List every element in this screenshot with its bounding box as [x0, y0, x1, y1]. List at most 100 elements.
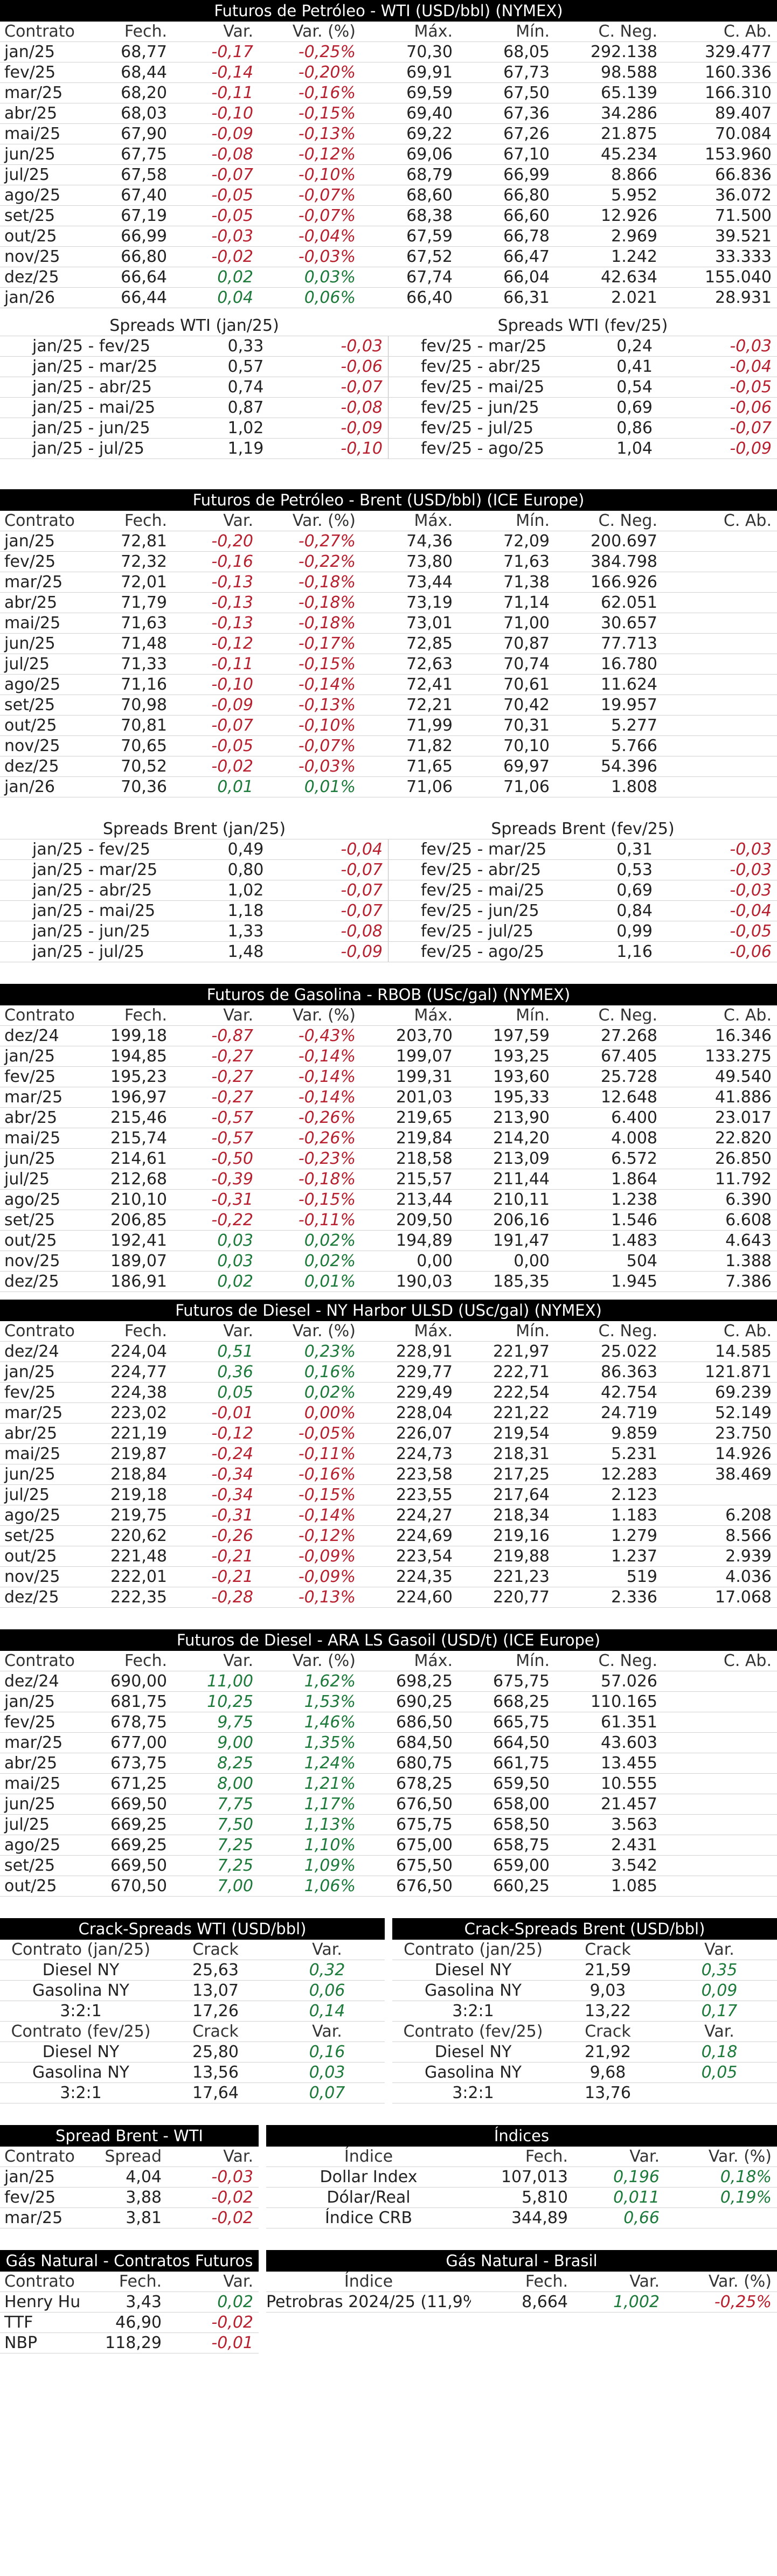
- table-cell: 219,75: [110, 1506, 167, 1525]
- table-row: out/25 221,48 -0,21 -0,09% 223,54 219,88 1.237…: [0, 1546, 777, 1567]
- table-cell: set/25: [4, 1526, 56, 1545]
- table-cell: 218,34: [493, 1506, 550, 1525]
- table-cell: 675,00: [396, 1836, 453, 1855]
- table-cell: 3:2:1: [452, 2084, 494, 2102]
- table-cell: dez/25: [4, 268, 59, 287]
- table-row: nov/25 70,65 -0,05 -0,07% 71,82 70,10 5.766: [0, 736, 777, 756]
- table-cell: 73,19: [406, 593, 453, 612]
- table-cell: 1.483: [611, 1231, 657, 1250]
- table-cell: Henry Hub: [4, 2293, 81, 2311]
- table-cell: abr/25: [4, 104, 58, 123]
- table-cell: 0,66: [623, 2209, 660, 2227]
- ulsd-title: Futuros de Diesel - NY Harbor ULSD (USc/…: [0, 1300, 777, 1321]
- spread-title-left: Spreads Brent (jan/25): [102, 820, 286, 838]
- table-cell: 221,23: [493, 1567, 550, 1586]
- rbob-header-row: Contrato Fech. Var. Var. (%) Máx. Mín. C. Neg.…: [0, 1005, 777, 1026]
- table-cell: mar/25: [4, 1404, 63, 1422]
- table-cell: -0,17: [211, 43, 253, 61]
- table-cell: 155.040: [704, 268, 772, 287]
- table-cell: 70,36: [121, 777, 167, 796]
- table-cell: 215,46: [110, 1108, 167, 1127]
- table-row: dez/25 222,35 -0,28 -0,13% 224,60 220,77 2.336…: [0, 1587, 777, 1608]
- table-cell: 0,01%: [304, 777, 356, 796]
- column-header: Contrato (jan/25): [11, 1940, 150, 1959]
- table-row: abr/25 71,79 -0,13 -0,18% 73,19 71,14 62.051: [0, 593, 777, 613]
- column-header: Var.: [223, 1006, 253, 1025]
- table-cell: 223,55: [396, 1485, 453, 1504]
- table-cell: 16.346: [715, 1026, 772, 1045]
- table-cell: 98.588: [601, 63, 657, 82]
- table-cell: 201,03: [396, 1088, 453, 1107]
- spread-cell: 1,18: [227, 901, 264, 920]
- table-cell: 3,88: [126, 2188, 162, 2207]
- table-cell: 71,65: [406, 757, 453, 776]
- table-cell: 0,02%: [304, 1383, 356, 1402]
- table-cell: 52.149: [715, 1404, 772, 1422]
- table-cell: jul/25: [4, 655, 50, 673]
- table-cell: 219,65: [396, 1108, 453, 1127]
- table-cell: 69,40: [406, 104, 453, 123]
- table-cell: [663, 675, 777, 695]
- table-cell: nov/25: [4, 1567, 60, 1586]
- table-row: mai/25 67,90 -0,09 -0,13% 69,22 67,26 21.875 70…: [0, 124, 777, 144]
- table-cell: Gasolina NY: [425, 2063, 522, 2082]
- table-row: Índice CRB 344,89 0,66: [266, 2208, 777, 2228]
- table-cell: 222,54: [493, 1383, 550, 1402]
- table-cell: jan/25: [4, 43, 56, 61]
- table-cell: 65.139: [601, 84, 657, 102]
- table-cell: 67.405: [601, 1047, 657, 1066]
- table-cell: 0,05: [217, 1383, 253, 1402]
- table-cell: -0,05%: [298, 1424, 356, 1443]
- table-cell: ago/25: [4, 186, 61, 205]
- spread-row: jan/25 - jun/25 1,33 -0,08 fev/25 - jul/25 0…: [0, 921, 777, 942]
- column-header: Máx.: [414, 22, 453, 41]
- table-cell: 73,01: [406, 614, 453, 633]
- table-cell: 71,82: [406, 737, 453, 755]
- column-header: Fech.: [124, 511, 167, 530]
- table-cell: 36.072: [715, 186, 772, 205]
- table-cell: 0,03: [217, 1252, 253, 1270]
- spread-cell: 0,99: [616, 922, 653, 941]
- table-cell: 220,77: [493, 1588, 550, 1607]
- table-cell: 69,59: [406, 84, 453, 102]
- table-row: out/25 70,81 -0,07 -0,10% 71,99 70,31 5.277: [0, 716, 777, 736]
- table-cell: [663, 654, 777, 674]
- table-cell: 41.886: [715, 1088, 772, 1107]
- table-cell: 11,00: [207, 1672, 253, 1691]
- spread-cell: -0,04: [730, 357, 772, 376]
- table-cell: 22.820: [715, 1129, 772, 1148]
- table-cell: [663, 716, 777, 735]
- gas-brasil-header-row: Índice Fech. Var. Var. (%): [266, 2272, 777, 2292]
- spread-cell: -0,03: [730, 860, 772, 879]
- table-cell: -0,07%: [298, 737, 356, 755]
- table-cell: Diesel NY: [434, 1961, 512, 1980]
- table-cell: 1.864: [611, 1170, 657, 1189]
- table-cell: 46,90: [115, 2313, 162, 2332]
- table-row: nov/25 66,80 -0,02 -0,03% 67,52 66,47 1.242 33.…: [0, 247, 777, 267]
- spread-row: jan/25 - fev/25 0,33 -0,03 fev/25 - mar/25 0…: [0, 336, 777, 357]
- table-cell: 1.808: [611, 777, 657, 796]
- crack-wti-header-row: Contrato (jan/25) Crack Var.: [0, 1940, 385, 1960]
- spread-row: jan/25 - mar/25 0,80 -0,07 fev/25 - abr/25 0…: [0, 860, 777, 880]
- table-cell: -0,16%: [298, 1465, 356, 1484]
- spread-row: jan/25 - jul/25 1,19 -0,10 fev/25 - ago/25 1…: [0, 439, 777, 459]
- table-cell: 69,91: [406, 63, 453, 82]
- table-cell: 1,53%: [304, 1692, 356, 1711]
- table-cell: 222,71: [493, 1363, 550, 1381]
- table-cell: dez/25: [4, 1272, 59, 1291]
- spread-cell: 0,49: [227, 840, 264, 859]
- table-cell: 13,22: [585, 2002, 631, 2020]
- table-row: jan/25 194,85 -0,27 -0,14% 199,07 193,25 67.40…: [0, 1046, 777, 1067]
- table-cell: 67,58: [121, 165, 167, 184]
- table-cell: 228,91: [396, 1342, 453, 1361]
- table-row: fev/25 3,88 -0,02: [0, 2188, 259, 2208]
- table-cell: [665, 2208, 777, 2228]
- table-cell: 72,81: [121, 532, 167, 551]
- table-cell: 9,03: [589, 1981, 626, 2000]
- table-cell: 6.572: [611, 1149, 657, 1168]
- spread-cell: 1,04: [616, 439, 653, 458]
- crack-brent-header-row: Contrato (fev/25) Crack Var.: [392, 2022, 777, 2042]
- table-cell: 68,60: [406, 186, 453, 205]
- spread-cell: -0,07: [341, 378, 383, 397]
- table-cell: 684,50: [396, 1733, 453, 1752]
